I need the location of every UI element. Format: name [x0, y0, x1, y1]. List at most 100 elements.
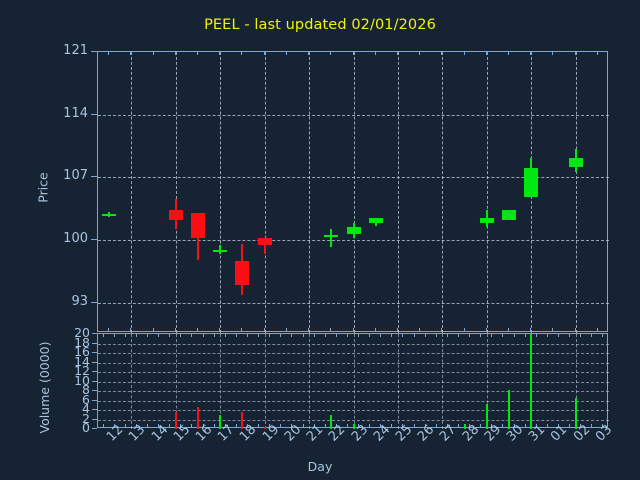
- price-axis-tick: [485, 51, 487, 55]
- volume-axis-tick: [280, 333, 282, 337]
- volume-tick-mark: [92, 342, 97, 345]
- volume-tick-label: 2: [82, 410, 90, 426]
- volume-axis-tick: [435, 424, 437, 428]
- volume-tick-mark: [92, 361, 97, 364]
- volume-axis-tick: [446, 424, 448, 428]
- volume-axis-tick: [413, 333, 415, 337]
- volume-axis-tick: [513, 333, 515, 337]
- volume-axis-tick: [369, 424, 371, 428]
- candlestick[interactable]: [190, 213, 205, 239]
- price-axis-tick: [219, 51, 221, 55]
- volume-bar[interactable]: [530, 334, 533, 429]
- candlestick[interactable]: [102, 213, 117, 216]
- price-axis-tick: [196, 328, 198, 332]
- volume-tick-label: 4: [82, 401, 90, 416]
- price-tick-label: 93: [71, 293, 88, 309]
- volume-gridline-vertical: [442, 334, 444, 429]
- day-axis-title: Day: [307, 459, 333, 474]
- volume-axis-tick: [191, 424, 193, 428]
- volume-tick-mark: [92, 399, 97, 402]
- candlestick[interactable]: [213, 249, 228, 252]
- volume-bar[interactable]: [330, 415, 333, 429]
- volume-axis-tick: [202, 333, 204, 337]
- volume-bar[interactable]: [485, 403, 488, 429]
- candlestick[interactable]: [502, 210, 517, 221]
- price-axis-tick: [463, 328, 465, 332]
- price-tick-mark: [91, 238, 97, 241]
- volume-axis-tick: [202, 424, 204, 428]
- volume-axis-tick: [546, 424, 548, 428]
- volume-bar[interactable]: [508, 390, 511, 429]
- price-axis-tick: [352, 328, 354, 332]
- volume-axis-tick: [446, 333, 448, 337]
- candlestick[interactable]: [568, 158, 583, 167]
- volume-tick-mark: [92, 418, 97, 421]
- volume-bar[interactable]: [463, 423, 466, 429]
- volume-axis-tick: [291, 424, 293, 428]
- price-axis-tick: [530, 328, 532, 332]
- volume-axis-tick: [580, 333, 582, 337]
- volume-plot-area: [97, 333, 609, 429]
- volume-axis-tick: [591, 333, 593, 337]
- volume-axis-tick: [146, 424, 148, 428]
- price-axis-tick: [263, 328, 265, 332]
- volume-gridline-vertical: [220, 334, 222, 429]
- price-tick-mark: [91, 301, 97, 304]
- volume-axis-tick: [458, 333, 460, 337]
- volume-axis-tick: [335, 333, 337, 337]
- price-tick-mark: [91, 176, 97, 178]
- price-gridline-vertical: [175, 52, 177, 333]
- volume-gridline-vertical: [353, 334, 355, 429]
- price-axis-tick: [419, 328, 421, 332]
- volume-axis-tick: [258, 424, 260, 428]
- candlestick[interactable]: [168, 210, 183, 221]
- price-plot-area: [97, 51, 609, 333]
- price-tick-label: 107: [63, 168, 88, 184]
- volume-bar[interactable]: [174, 411, 177, 429]
- price-axis-tick: [352, 51, 354, 55]
- price-axis-tick: [152, 328, 154, 332]
- candlestick[interactable]: [235, 261, 250, 285]
- volume-axis-tick: [135, 424, 137, 428]
- price-axis-tick: [174, 328, 176, 332]
- volume-axis-tick: [358, 424, 360, 428]
- price-axis-tick: [219, 328, 221, 332]
- volume-axis-tick: [246, 424, 248, 428]
- volume-axis-tick: [180, 333, 182, 337]
- price-axis-tick: [596, 328, 598, 332]
- price-axis-tick: [552, 51, 554, 55]
- candlestick[interactable]: [257, 238, 272, 246]
- candlestick[interactable]: [324, 234, 339, 238]
- volume-axis-tick: [602, 424, 604, 428]
- volume-axis-tick: [469, 333, 471, 337]
- volume-bar[interactable]: [263, 426, 266, 429]
- volume-axis-tick: [602, 333, 604, 337]
- candlestick[interactable]: [479, 218, 494, 223]
- volume-bar[interactable]: [574, 397, 577, 429]
- volume-axis-tick: [424, 424, 426, 428]
- volume-tick-mark: [92, 428, 97, 430]
- volume-tick-label: 12: [74, 363, 90, 378]
- price-axis-tick: [396, 51, 398, 55]
- volume-gridline-vertical: [309, 334, 311, 429]
- price-axis-tick: [552, 328, 554, 332]
- volume-tick-label: 18: [74, 334, 90, 350]
- candlestick[interactable]: [524, 168, 539, 197]
- volume-axis-tick: [224, 424, 226, 428]
- price-axis-tick: [285, 51, 287, 55]
- price-axis-tick: [241, 328, 243, 332]
- volume-axis-tick: [535, 333, 537, 337]
- volume-axis-tick: [102, 424, 104, 428]
- volume-axis-tick: [502, 333, 504, 337]
- volume-bar[interactable]: [241, 412, 244, 429]
- price-tick-mark: [91, 51, 97, 53]
- volume-bar[interactable]: [196, 407, 199, 429]
- volume-bar[interactable]: [352, 424, 355, 429]
- volume-axis-tick: [513, 424, 515, 428]
- volume-axis-tick: [280, 424, 282, 428]
- price-axis-tick: [374, 51, 376, 55]
- volume-tick-label: 6: [82, 391, 90, 407]
- candlestick[interactable]: [346, 227, 361, 234]
- volume-bar[interactable]: [219, 415, 222, 429]
- candlestick[interactable]: [368, 218, 383, 223]
